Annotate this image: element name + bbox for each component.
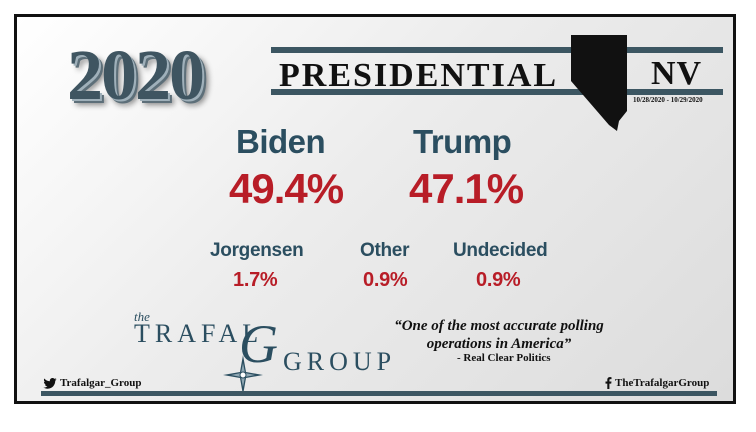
header-bar-top <box>271 47 723 53</box>
year-heading: 2020 <box>67 35 205 115</box>
twitter-icon <box>43 377 57 389</box>
presidential-title: PRESIDENTIAL <box>279 57 559 94</box>
poll-date-range: 10/28/2020 - 10/29/2020 <box>633 96 703 104</box>
footer-bar <box>41 391 717 396</box>
candidate-percent-biden: 49.4% <box>229 165 344 212</box>
quote-source: - Real Clear Politics <box>457 352 551 364</box>
facebook-page-label: TheTrafalgarGroup <box>615 377 710 389</box>
poll-card: 2020 PRESIDENTIAL NV 10/28/2020 - 10/29/… <box>14 14 736 404</box>
logo-trafal: TRAFAL <box>134 319 264 348</box>
header-bar-bottom <box>271 89 723 95</box>
candidate-name-trump: Trump <box>413 123 512 160</box>
twitter-handle-label: Trafalgar_Group <box>60 377 142 389</box>
facebook-page[interactable]: TheTrafalgarGroup <box>605 377 709 389</box>
facebook-icon <box>605 377 612 389</box>
minor-name-jorgensen: Jorgensen <box>210 240 304 261</box>
minor-percent-jorgensen: 1.7% <box>233 269 278 291</box>
minor-name-other: Other <box>360 240 410 261</box>
logo-g-letter: G <box>239 314 278 374</box>
minor-percent-undecided: 0.9% <box>476 269 521 291</box>
state-code: NV <box>651 55 703 92</box>
candidate-name-biden: Biden <box>236 123 326 160</box>
nevada-map-icon <box>571 35 627 131</box>
minor-percent-other: 0.9% <box>363 269 408 291</box>
twitter-handle[interactable]: Trafalgar_Group <box>43 377 141 389</box>
minor-name-undecided: Undecided <box>453 240 548 261</box>
logo-the: the <box>134 309 150 324</box>
logo-group: GROUP <box>283 347 397 376</box>
compass-rose-icon <box>223 355 263 395</box>
quote-text: “One of the most accurate polling operat… <box>394 318 604 352</box>
candidate-percent-trump: 47.1% <box>409 165 524 212</box>
